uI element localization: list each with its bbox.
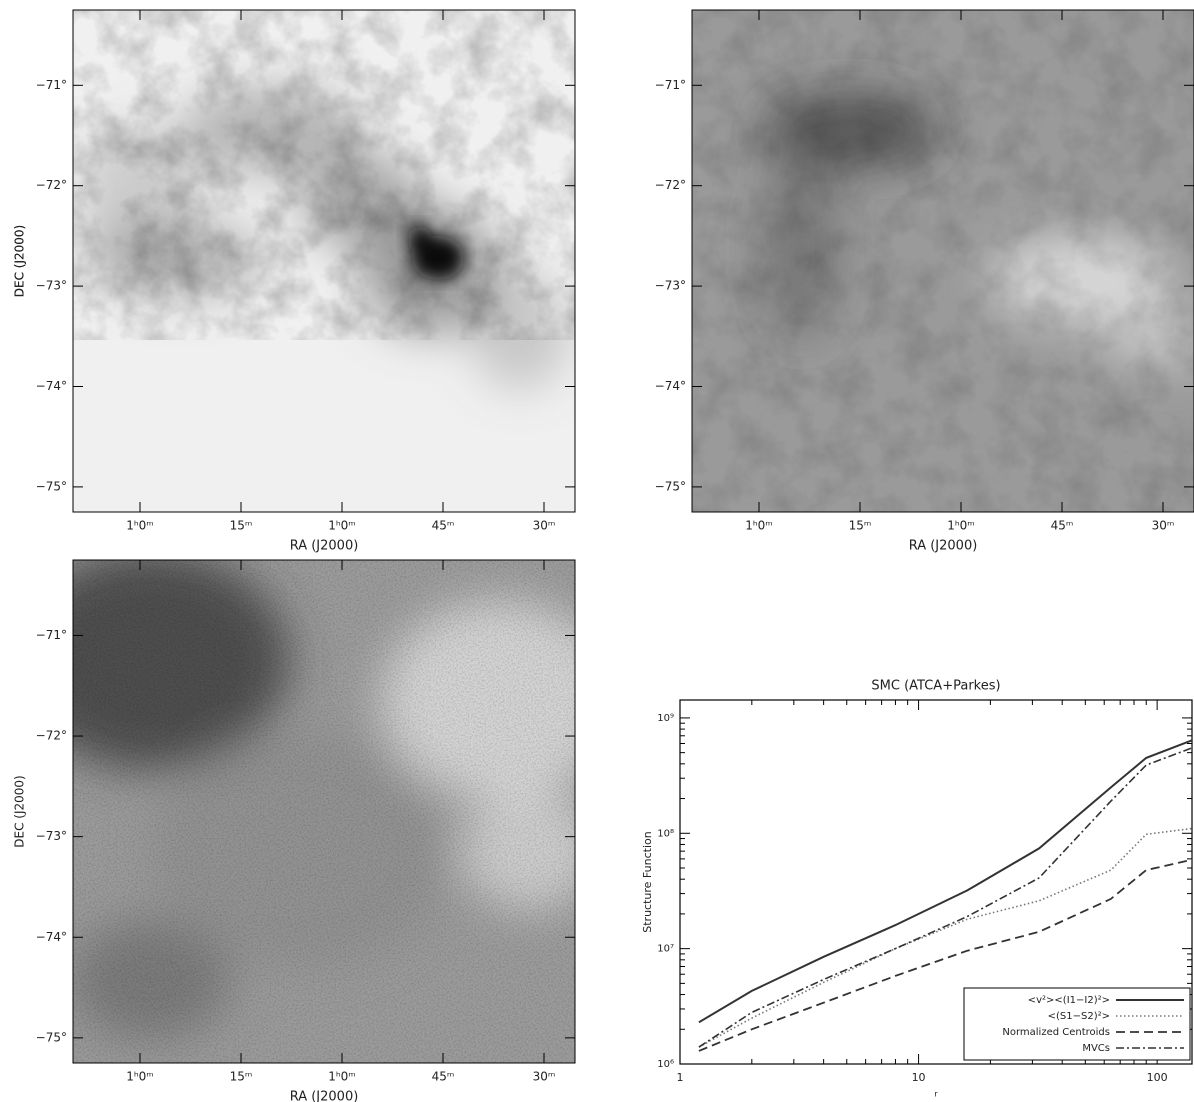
- x-tick-label: 30ᵐ: [533, 1070, 556, 1084]
- y-tick-label: −75°: [36, 1030, 67, 1044]
- series-line: [698, 739, 1193, 1024]
- x-tick-label: 1ʰ0ᵐ: [328, 1070, 356, 1084]
- y-tick-label: −72°: [655, 178, 686, 192]
- x-tick-label: 45ᵐ: [1051, 519, 1074, 533]
- x-tick-label: 100: [1147, 1071, 1168, 1084]
- y-tick-label: −71°: [36, 78, 67, 92]
- legend-label: <v²><(I1−I2)²>: [1028, 995, 1110, 1006]
- y-tick-label: −74°: [36, 930, 67, 944]
- y-tick-label: −74°: [655, 379, 686, 393]
- x-tick-label: 10: [912, 1071, 926, 1084]
- legend-label: Normalized Centroids: [1002, 1027, 1110, 1038]
- x-tick-label: 1ʰ0ᵐ: [328, 519, 356, 533]
- series-line: [698, 858, 1193, 1052]
- legend-label: MVCs: [1082, 1043, 1110, 1054]
- y-tick-label: 10⁸: [657, 828, 674, 839]
- x-tick-label: 30ᵐ: [1152, 519, 1175, 533]
- y-tick-label: −75°: [36, 479, 67, 493]
- y-tick-label: −71°: [655, 78, 686, 92]
- y-axis-label: Structure Function: [641, 831, 654, 932]
- plot-frame: [72, 559, 576, 1064]
- y-tick-label: −75°: [655, 479, 686, 493]
- plot-frame: [691, 9, 1194, 513]
- y-tick-label: 10⁹: [657, 713, 674, 724]
- x-tick-label: 1ʰ0ᵐ: [126, 519, 154, 533]
- map-image: [692, 10, 1194, 512]
- x-axis-label: RA (J2000): [290, 1090, 359, 1102]
- x-tick-label: 15ᵐ: [849, 519, 872, 533]
- x-tick-label: 1ʰ0ᵐ: [947, 519, 975, 533]
- y-tick-label: −71°: [36, 628, 67, 642]
- y-axis-label: DEC (J2000): [13, 225, 27, 297]
- y-tick-label: −73°: [36, 829, 67, 843]
- x-tick-label: 30ᵐ: [533, 519, 556, 533]
- y-tick-label: −72°: [36, 178, 67, 192]
- x-axis-label: RA (J2000): [290, 539, 359, 554]
- y-tick-label: 10⁷: [657, 944, 674, 955]
- y-tick-label: −73°: [36, 279, 67, 293]
- map-image: [73, 10, 575, 512]
- x-tick-label: 15ᵐ: [230, 1070, 253, 1084]
- x-tick-label: 1ʰ0ᵐ: [745, 519, 773, 533]
- y-axis-label: DEC (J2000): [13, 225, 27, 297]
- plot-frame: [72, 9, 576, 513]
- y-tick-label: −74°: [36, 379, 67, 393]
- x-tick-label: 1ʰ0ᵐ: [126, 1070, 154, 1084]
- plot-frame: [679, 699, 1193, 1065]
- map-image: [73, 560, 575, 1063]
- legend-label: <(S1−S2)²>: [1048, 1011, 1110, 1022]
- x-tick-label: 45ᵐ: [432, 519, 455, 533]
- chart-title: SMC (ATCA+Parkes): [871, 679, 1000, 694]
- y-axis-label: DEC (J2000): [13, 775, 27, 847]
- y-tick-label: −72°: [36, 729, 67, 743]
- y-tick-label: 10⁶: [657, 1059, 674, 1070]
- series-line: [698, 747, 1193, 1048]
- x-axis-label: r: [934, 1090, 938, 1099]
- x-tick-label: 45ᵐ: [432, 1070, 455, 1084]
- x-axis-label: RA (J2000): [909, 539, 978, 554]
- x-tick-label: 1: [677, 1071, 684, 1084]
- y-tick-label: −73°: [655, 279, 686, 293]
- x-tick-label: 15ᵐ: [230, 519, 253, 533]
